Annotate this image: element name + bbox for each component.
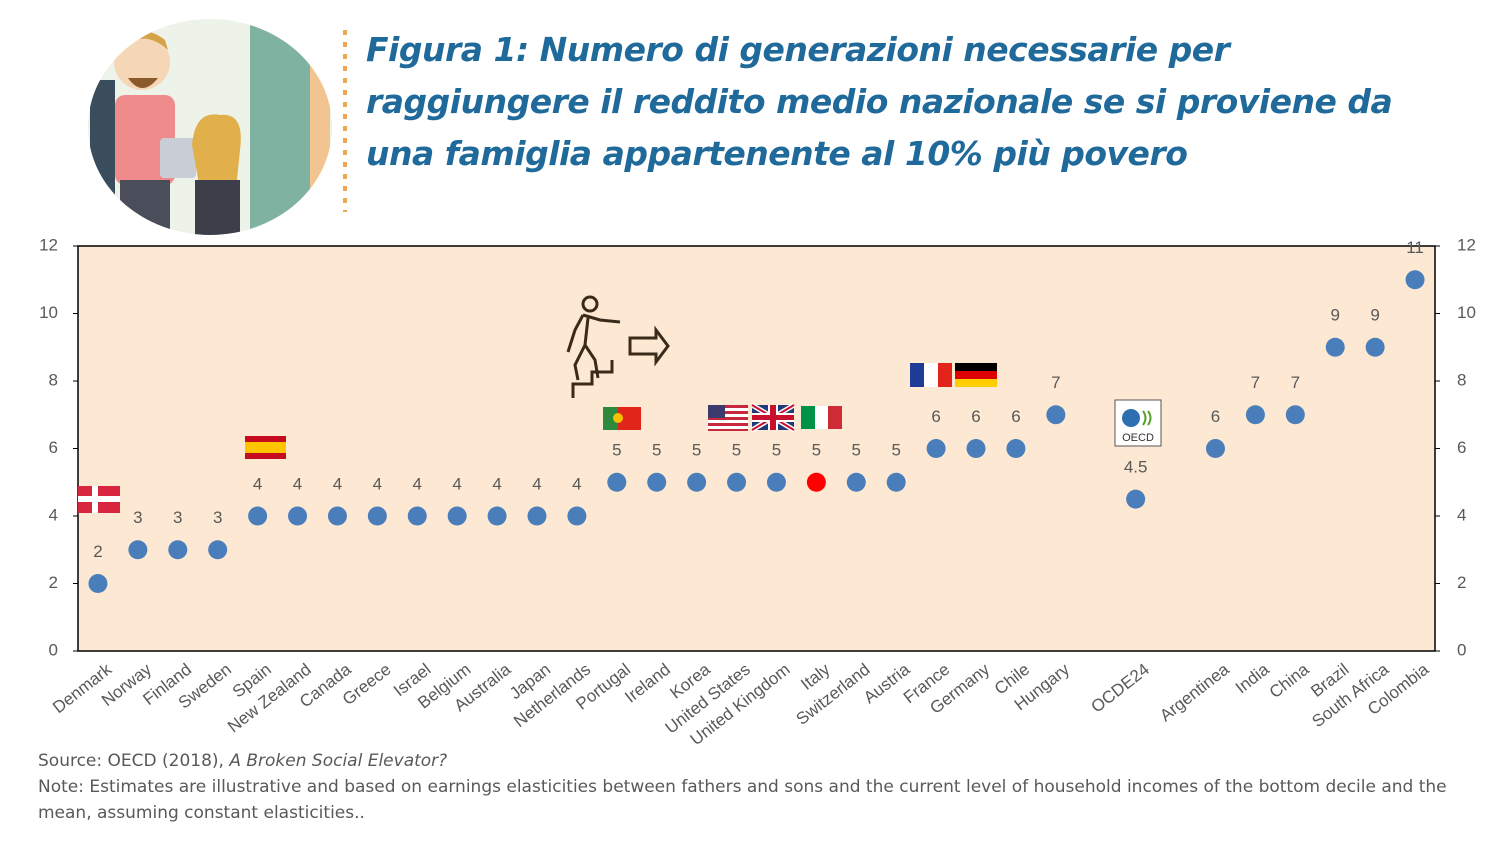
value-label: 7	[1051, 373, 1060, 392]
value-label: 5	[812, 441, 821, 460]
dot	[966, 439, 986, 458]
y-tick-label: 6	[49, 438, 58, 457]
value-label: 5	[891, 441, 900, 460]
footnotes: Source: OECD (2018), A Broken Social Ele…	[38, 748, 1488, 826]
chart-title: Figura 1: Numero di generazioni necessar…	[366, 30, 1393, 173]
y2-tick-label: 10	[1457, 303, 1476, 322]
value-label: 7	[1291, 373, 1300, 392]
stairs-icon	[566, 295, 670, 398]
y-tick-label: 2	[49, 573, 58, 592]
value-label: 5	[692, 441, 701, 460]
value-label: 4	[452, 474, 461, 493]
dot	[1405, 270, 1425, 290]
dot	[806, 472, 826, 492]
source: Source: OECD (2018), A Broken Social Ele…	[38, 748, 1488, 774]
x-tick-label: Ireland	[621, 660, 674, 707]
value-label: 9	[1330, 306, 1339, 325]
value-label: 4	[293, 474, 302, 493]
value-label: 4.5	[1124, 458, 1148, 477]
y2-tick-label: 12	[1457, 235, 1476, 254]
dot	[88, 574, 108, 593]
y-tick-label: 0	[49, 640, 58, 659]
y-tick-label: 4	[49, 505, 58, 524]
value-label: 5	[652, 441, 661, 460]
dot	[1285, 405, 1305, 425]
value-label: 4	[373, 474, 382, 493]
value-label: 4	[532, 474, 541, 493]
x-tick-label: OCDE24	[1088, 660, 1153, 717]
value-label: 6	[931, 407, 940, 426]
dot	[367, 506, 387, 526]
value-label: 3	[213, 508, 222, 527]
dot	[1245, 405, 1265, 425]
illustration	[88, 19, 332, 235]
dot	[1006, 439, 1026, 458]
y-tick-label: 10	[39, 303, 58, 322]
source-text: Source: OECD (2018),	[38, 751, 224, 771]
dot	[407, 506, 427, 526]
value-label: 4	[413, 474, 422, 493]
source-title: A Broken Social Elevator?	[229, 751, 448, 771]
y2-tick-label: 4	[1457, 505, 1466, 524]
y2-tick-label: 2	[1457, 573, 1466, 592]
y-tick-label: 8	[49, 370, 58, 389]
x-tick-label: India	[1232, 659, 1273, 697]
value-label: 4	[253, 474, 262, 493]
dot	[1365, 337, 1385, 357]
dot	[647, 472, 667, 492]
value-label: 7	[1251, 373, 1260, 392]
value-label: 11	[1406, 238, 1424, 257]
dot	[447, 506, 467, 526]
value-label: 4	[492, 474, 501, 493]
y2-tick-label: 6	[1457, 438, 1466, 457]
x-tick-label: Argentinea	[1156, 659, 1233, 725]
y2-tick-label: 0	[1457, 640, 1466, 659]
dot	[926, 439, 946, 458]
value-label: 4	[333, 474, 342, 493]
flags: OECD	[78, 363, 1162, 513]
dot	[727, 472, 747, 492]
dot	[168, 540, 188, 560]
dot	[607, 472, 627, 492]
y-tick-label: 12	[39, 235, 58, 254]
value-label: 5	[732, 441, 741, 460]
dot	[1325, 337, 1345, 357]
dot	[1205, 439, 1225, 458]
y2-tick-label: 8	[1457, 370, 1466, 389]
dot	[1046, 405, 1066, 425]
dot	[208, 540, 228, 560]
dot	[766, 472, 786, 492]
dot	[527, 506, 547, 526]
value-label: 6	[971, 407, 980, 426]
value-label: 5	[852, 441, 861, 460]
value-label: 6	[1211, 407, 1220, 426]
value-label: 5	[612, 441, 621, 460]
value-label: 9	[1370, 306, 1379, 325]
dot	[487, 506, 507, 526]
value-label: 3	[173, 508, 182, 527]
note: Note: Estimates are illustrative and bas…	[38, 777, 1447, 823]
value-label: 2	[93, 542, 102, 561]
x-tick-label: China	[1266, 659, 1313, 702]
dot	[327, 506, 347, 526]
dot	[248, 506, 268, 526]
dot	[687, 472, 707, 492]
svg-text:OECD: OECD	[1122, 432, 1154, 444]
value-label: 6	[1011, 407, 1020, 426]
dot	[1126, 489, 1146, 509]
value-label: 4	[572, 474, 581, 493]
dot	[288, 506, 308, 526]
dot	[846, 472, 866, 492]
value-label: 5	[772, 441, 781, 460]
dot	[567, 506, 587, 526]
value-label: 3	[133, 508, 142, 527]
dot	[128, 540, 148, 560]
dot	[886, 472, 906, 492]
